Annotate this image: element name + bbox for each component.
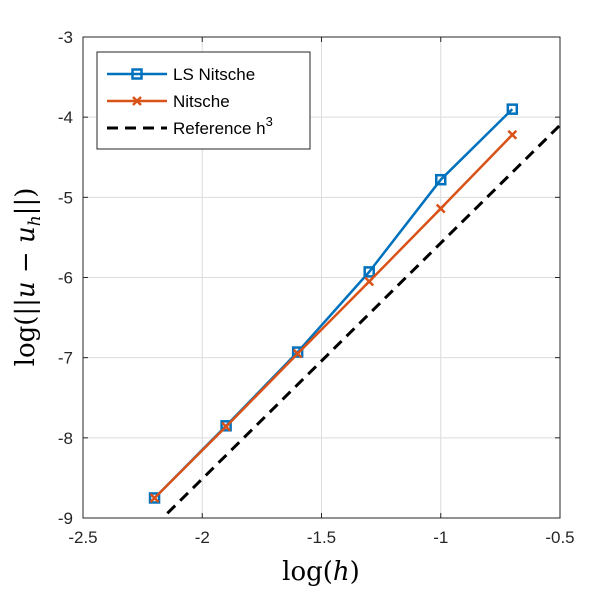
series-reference-h-3 [160,124,560,518]
series-line-reference-h-3 [160,124,560,518]
y-tick-label: -3 [58,28,73,47]
data-point-nitsche-stroke-b [221,421,231,432]
x-tick-label: -1.5 [307,528,336,547]
legend-superscript: 3 [266,114,273,129]
data-point-nitsche [507,129,518,140]
legend-label-nitsche: Nitsche [173,92,230,111]
legend-marker-ls-nitsche [131,68,143,80]
data-point-nitsche [292,348,303,359]
y-tick-label: -5 [58,188,73,207]
ticks: -2.5 -2 -1.5 -1 -0.5 -9 -8 -7 -6 -5 -4 -3 [58,28,575,547]
y-tick-label: -7 [58,349,73,368]
data-point-nitsche-stroke-b [435,203,446,214]
data-point-nitsche [221,421,231,432]
y-tick-label: -4 [58,108,73,127]
data-point-nitsche [149,493,160,503]
y-tick-label: -8 [58,429,73,448]
y-tick-label: -9 [58,509,73,528]
legend-marker-nitsche [132,96,142,106]
data-point-nitsche-stroke-b [364,276,375,287]
data-point-nitsche-stroke-b [292,348,303,359]
data-point-nitsche [364,276,375,287]
legend-label-ls-nitsche: LS Nitsche [173,65,255,84]
data-point-ls-nitsche [291,346,304,358]
x-tick-label: -2 [195,528,210,547]
data-point-nitsche [435,203,446,214]
data-point-ls-nitsche [506,103,519,115]
data-point-ls-nitsche [435,173,447,186]
x-tick-label: -2.5 [68,528,97,547]
data-point-ls-nitsche [148,492,161,504]
x-tick-label: -1 [433,528,448,547]
data-point-ls-nitsche [220,420,232,432]
series-nitsche [149,129,518,503]
y-axis-label: log(||u − uh||) [11,188,45,367]
data-point-ls-nitsche [363,266,375,278]
grid [82,36,561,519]
legend-marker-nitsche-stroke-b [132,96,142,106]
y-tick-label: -6 [58,269,73,288]
x-axis-label: log(h) [282,557,360,587]
data-point-nitsche-stroke-b [507,129,518,140]
series-line-nitsche [153,133,514,499]
series-layer [148,103,560,518]
data-point-nitsche-stroke-b [149,493,160,503]
x-tick-label: -0.5 [545,528,574,547]
